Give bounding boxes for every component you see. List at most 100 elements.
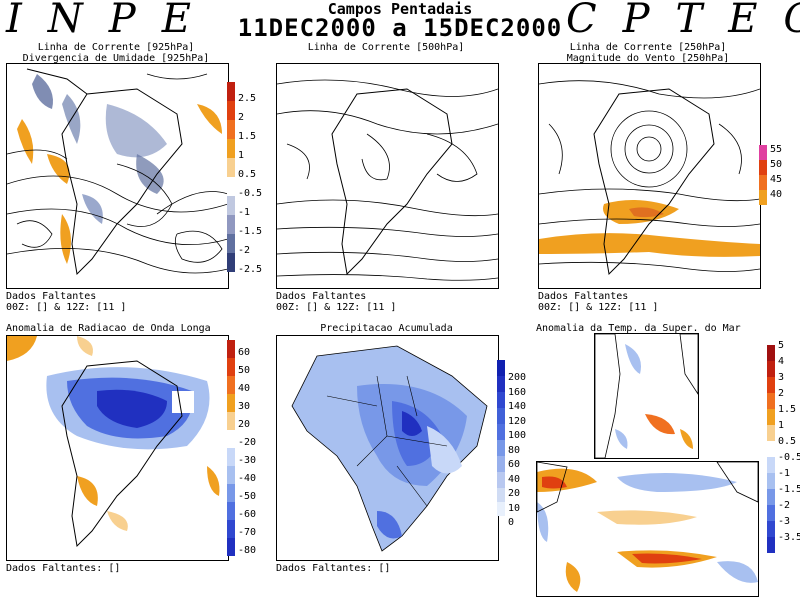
p250-map-svg — [539, 80, 760, 276]
sst-atlantic-map — [594, 333, 699, 459]
precip-colorbar-label: 0 — [508, 517, 515, 528]
precip-colorbar-label: 10 — [508, 502, 521, 514]
olr-colorbar-label: -80 — [238, 545, 257, 556]
precip-colorbar-label: 60 — [508, 459, 521, 470]
olr-colorbar-label: 20 — [238, 419, 251, 430]
sst-colorbar-label: -0.5 — [778, 452, 800, 463]
p500-title-line1: Linha de Corrente [500hPa] — [307, 42, 465, 53]
p925-footer-line1: Dados Faltantes — [6, 291, 97, 302]
sst-colorbar-label: -1 — [778, 468, 791, 479]
precip-map — [276, 335, 499, 561]
p925-colorbar-label: 1.5 — [238, 131, 257, 142]
p925-colorbar-label: 2 — [238, 112, 245, 123]
sst-colorbar — [767, 345, 775, 553]
olr-colorbar-label: -70 — [238, 527, 257, 538]
precip-colorbar-label: 40 — [508, 473, 521, 485]
p500-footer-line1: Dados Faltantes — [276, 291, 367, 302]
precip-colorbar — [497, 360, 505, 516]
p250-footer-line2: 00Z: [] & 12Z: [11 ] — [538, 302, 659, 313]
sst-colorbar-label: 1 — [778, 420, 785, 431]
p925-colorbar-label: -1 — [238, 207, 251, 218]
sst-title-line1: Anomalia da Temp. da Super. do Mar — [536, 323, 741, 334]
p250-colorbar-label: 40 — [770, 189, 783, 200]
olr-colorbar-label: 30 — [238, 401, 251, 412]
olr-colorbar-label: 60 — [238, 347, 251, 358]
p925-map-svg — [7, 68, 228, 276]
p250-map — [538, 63, 761, 289]
p925-colorbar-label: 1 — [238, 150, 245, 161]
olr-colorbar-label: 40 — [238, 383, 251, 394]
precip-colorbar-label: 80 — [508, 444, 521, 456]
p925-title: Linha de Corrente [925hPa] Divergencia d… — [6, 42, 226, 64]
precip-footer: Dados Faltantes: [] — [276, 563, 390, 574]
p925-colorbar-label: 0.5 — [238, 169, 257, 180]
p925-colorbar-label: 2.5 — [238, 93, 257, 104]
p500-footer-line2: 00Z: [] & 12Z: [11 ] — [276, 302, 397, 313]
sst-title: Anomalia da Temp. da Super. do Mar — [536, 323, 766, 334]
p925-colorbar-label: -2 — [238, 245, 251, 256]
precip-colorbar-label: 160 — [508, 386, 527, 398]
p500-footer: Dados Faltantes 00Z: [] & 12Z: [11 ] — [276, 291, 396, 313]
precip-footer-line1: Dados Faltantes: [] — [276, 563, 391, 574]
p250-title: Linha de Corrente [250hPa] Magnitude do … — [538, 42, 758, 64]
sst-colorbar-label: -2 — [778, 500, 791, 511]
olr-title: Anomalia de Radiacao de Onda Longa — [6, 323, 236, 334]
p925-title-line1: Linha de Corrente [925hPa] — [37, 42, 195, 53]
p250-colorbar-label: 45 — [770, 174, 783, 185]
sst-colorbar-label: -1.5 — [778, 484, 800, 495]
p925-colorbar-label: -0.5 — [238, 188, 263, 199]
p250-colorbar-label: 55 — [770, 144, 783, 155]
p500-title: Linha de Corrente [500hPa] — [276, 42, 496, 53]
olr-footer-line1: Dados Faltantes: [] — [6, 563, 121, 574]
olr-colorbar-svg — [227, 340, 235, 556]
precip-colorbar-label: 120 — [508, 415, 527, 427]
precip-colorbar-label: 140 — [508, 401, 527, 412]
p250-title-line2: Magnitude do Vento [250hPa] — [566, 53, 730, 64]
p925-map — [6, 63, 229, 289]
inpe-logo: INPE — [6, 0, 217, 42]
p925-footer-line2: 00Z: [] & 12Z: [11 ] — [6, 302, 127, 313]
olr-colorbar-label: -30 — [238, 455, 257, 466]
sst-colorbar-label: 1.5 — [778, 404, 797, 415]
sst-colorbar-label: -3 — [778, 516, 791, 527]
p925-footer: Dados Faltantes 00Z: [] & 12Z: [11 ] — [6, 291, 126, 313]
page-title: Campos Pentadais — [327, 0, 473, 18]
p925-colorbar-label: -1.5 — [238, 226, 263, 237]
olr-footer: Dados Faltantes: [] — [6, 563, 120, 574]
p250-footer-line1: Dados Faltantes — [538, 291, 629, 302]
precip-map-svg — [291, 345, 488, 552]
olr-colorbar-label: -40 — [238, 473, 257, 484]
p250-footer: Dados Faltantes 00Z: [] & 12Z: [11 ] — [538, 291, 658, 313]
p250-colorbar — [759, 143, 767, 205]
olr-colorbar-label: -20 — [238, 437, 257, 448]
olr-map — [6, 335, 229, 561]
olr-colorbar-label: -60 — [238, 509, 257, 520]
sst-colorbar-label: -3.5 — [778, 532, 800, 543]
olr-map-svg — [7, 336, 220, 548]
olr-colorbar-label: -50 — [238, 491, 257, 502]
p925-colorbar-label: -2.5 — [238, 264, 263, 275]
sst-colorbar-label: 0.5 — [778, 436, 797, 447]
period-title: 11DEC2000 a 15DEC2000 — [237, 14, 563, 42]
olr-title-line1: Anomalia de Radiacao de Onda Longa — [6, 323, 211, 334]
precip-title-line1: Precipitacao Acumulada — [320, 323, 453, 334]
p250-colorbar-label: 50 — [770, 159, 783, 170]
olr-colorbar-label: 50 — [238, 365, 251, 376]
p925-colorbar-svg — [227, 82, 235, 272]
p250-colorbar-svg — [759, 143, 767, 205]
sst-colorbar-label: 5 — [778, 340, 785, 351]
sst-pacific-map — [536, 461, 759, 597]
sst-colorbar-svg — [767, 345, 775, 553]
sst-colorbar-label: 3 — [778, 372, 785, 383]
olr-colorbar — [227, 340, 235, 556]
precip-colorbar-svg — [497, 360, 505, 516]
precip-title: Precipitacao Acumulada — [276, 323, 497, 334]
p500-map-svg — [277, 79, 498, 281]
sst-atlantic-svg — [595, 334, 698, 458]
p925-colorbar — [227, 82, 235, 272]
precip-colorbar-label: 100 — [508, 430, 527, 441]
precip-colorbar-label: 200 — [508, 372, 527, 383]
p500-map — [276, 63, 499, 289]
sst-pacific-svg — [537, 462, 758, 592]
